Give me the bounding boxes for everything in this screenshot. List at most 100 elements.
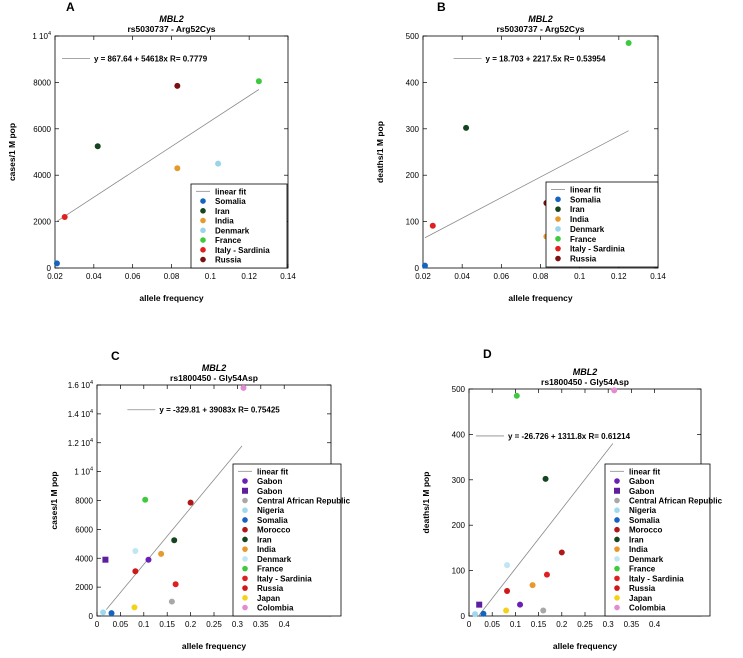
y-tick-label: 400 — [406, 78, 420, 87]
chart-title: MBL2 — [159, 14, 184, 24]
data-point-france — [625, 39, 632, 46]
legend-label: France — [215, 236, 242, 245]
legend-swatch — [200, 247, 206, 253]
data-point-japan — [503, 607, 510, 614]
legend-label: Italy - Sardinia — [570, 245, 625, 254]
legend-label: Iran — [257, 535, 272, 544]
data-point-gabon — [102, 556, 109, 563]
data-point-russia — [132, 568, 139, 575]
y-tick-label: 6000 — [75, 525, 93, 534]
legend-label: Italy - Sardinia — [257, 574, 312, 583]
y-tick-label: 200 — [452, 521, 466, 530]
legend-label: India — [215, 217, 234, 226]
legend-swatch — [614, 478, 620, 484]
legend-swatch — [555, 196, 561, 203]
y-tick-label: 1 104 — [74, 467, 93, 477]
x-tick-label: 0.04 — [86, 272, 102, 281]
data-point-india — [174, 165, 181, 172]
legend-label: Iran — [570, 205, 585, 214]
legend-label: Somalia — [215, 197, 246, 206]
chart-subtitle: rs1800450 - Gly54Asp — [541, 377, 629, 387]
legend-swatch — [555, 216, 561, 222]
chart-subtitle: rs5030737 - Arg52Cys — [496, 24, 584, 34]
x-tick-label: 0.1 — [574, 272, 586, 281]
legend-label: linear fit — [215, 187, 246, 196]
y-tick-label: 1.4 104 — [68, 409, 93, 419]
data-point-india — [529, 582, 536, 589]
y-tick-label: 4000 — [33, 171, 51, 180]
legend-box — [232, 463, 342, 617]
legend-label: Central African Republic — [629, 497, 723, 506]
legend-label: Somalia — [629, 516, 660, 525]
data-point-france — [255, 78, 262, 85]
y-tick-label: 0 — [415, 264, 420, 273]
legend-label: India — [629, 545, 648, 554]
legend-swatch — [200, 237, 206, 243]
legend-swatch — [614, 517, 620, 523]
data-point-colombia — [240, 384, 247, 391]
data-point-central-african-republic — [168, 598, 175, 605]
x-tick-label: 0.1 — [510, 620, 522, 629]
x-tick-label: 0.4 — [279, 620, 291, 629]
x-tick-label: 0.15 — [531, 620, 547, 629]
data-point-somalia — [421, 262, 428, 269]
legend-swatch — [200, 256, 206, 263]
chart-title: MBL2 — [528, 14, 553, 24]
chart-title: MBL2 — [202, 363, 227, 373]
legend-swatch — [614, 497, 620, 504]
x-axis-label: allele frequency — [139, 293, 204, 303]
legend-swatch — [200, 208, 206, 214]
legend-swatch — [614, 526, 620, 533]
x-axis-label: allele frequency — [182, 641, 247, 651]
y-tick-label: 4000 — [75, 554, 93, 563]
data-point-russia — [504, 588, 511, 595]
fit-line — [424, 130, 629, 239]
y-tick-label: 0 — [89, 612, 94, 621]
x-tick-label: 0.06 — [125, 272, 141, 281]
x-tick-label: 0.05 — [113, 620, 129, 629]
panel-letter: C — [111, 349, 120, 363]
legend-label: Morocco — [629, 526, 662, 535]
legend-label: Nigeria — [257, 506, 285, 515]
legend-swatch — [242, 585, 248, 591]
fit-equation: y = 18.703 + 2217.5x R= 0.53954 — [486, 55, 606, 64]
legend-label: Denmark — [215, 226, 250, 235]
data-point-morocco — [558, 549, 565, 556]
data-point-france — [142, 496, 149, 503]
x-tick-label: 0.2 — [185, 620, 197, 629]
legend-label: Russia — [570, 255, 597, 264]
y-tick-label: 0 — [461, 612, 466, 621]
legend-label: France — [629, 565, 656, 574]
legend-label: Denmark — [257, 555, 292, 564]
legend-swatch — [555, 235, 561, 242]
x-tick-label: 0.3 — [232, 620, 244, 629]
legend-label: Denmark — [570, 225, 605, 234]
legend-label: linear fit — [257, 467, 288, 476]
legend-swatch — [242, 517, 248, 523]
x-axis-label: allele frequency — [508, 293, 573, 303]
fit-equation: y = 867.64 + 54618x R= 0.7779 — [94, 55, 208, 64]
legend-swatch — [614, 536, 620, 543]
legend-label: Japan — [257, 594, 280, 603]
x-tick-label: 0.4 — [649, 620, 661, 629]
legend-label: Morocco — [257, 526, 290, 535]
legend-label: France — [257, 565, 284, 574]
legend-swatch — [614, 585, 620, 591]
data-point-france — [513, 392, 520, 399]
legend-swatch — [614, 565, 620, 572]
data-point-central-african-republic — [540, 607, 547, 614]
legend-label: Iran — [215, 207, 230, 216]
panel-letter: B — [437, 0, 446, 14]
chart-subtitle: rs5030737 - Arg52Cys — [127, 24, 215, 34]
legend-swatch — [242, 556, 248, 562]
y-axis-label: deaths/1 M pop — [375, 121, 385, 183]
data-point-denmark — [132, 548, 139, 555]
legend-swatch — [242, 497, 248, 504]
legend-swatch — [555, 206, 561, 212]
data-point-gabon — [517, 601, 524, 608]
x-axis-label: allele frequency — [553, 641, 618, 651]
